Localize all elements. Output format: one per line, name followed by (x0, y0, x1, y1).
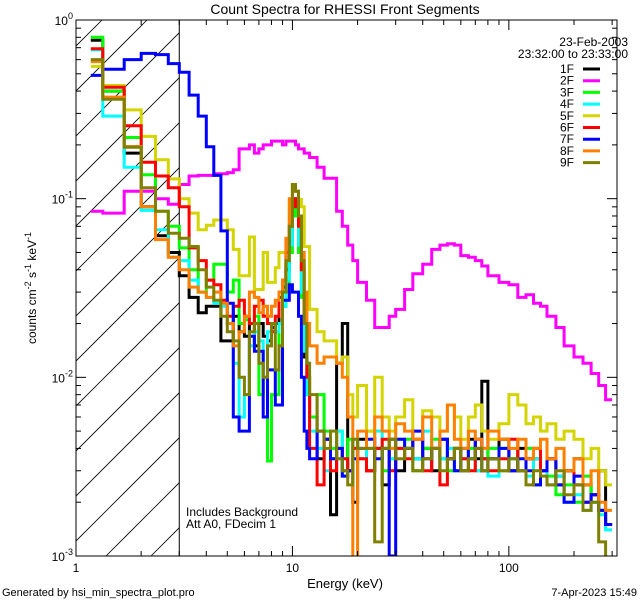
legend-label-3F: 3F (560, 85, 574, 99)
legend-label-2F: 2F (560, 74, 574, 88)
series-9F-line (90, 58, 608, 556)
y-axis-label: counts cm-2 s-1 keV-1 (23, 232, 39, 344)
legend-date: 23-Feb-2003 (559, 35, 628, 49)
legend-label-5F: 5F (560, 109, 574, 123)
legend-label-6F: 6F (560, 121, 574, 135)
y-tick-label: 10-1 (52, 190, 73, 207)
y-tick-label: 100 (55, 11, 73, 28)
hatch-line (76, 392, 179, 497)
x-axis-label: Energy (keV) (307, 576, 383, 591)
footer-timestamp: 7-Apr-2023 15:49 (551, 587, 637, 599)
footer-generated-by: Generated by hsi_min_spectra_plot.pro (2, 587, 195, 599)
x-tick-label: 100 (499, 561, 519, 575)
y-tick-label: 10-2 (52, 368, 73, 385)
hatch-line (76, 212, 179, 317)
legend-time-range: 23:32:00 to 23:33:00 (518, 47, 628, 61)
plot-frame (75, 19, 618, 557)
annotation-attenuator: Att A0, FDecim 1 (186, 517, 276, 531)
hatch-line (76, 167, 179, 272)
hatch-line (76, 20, 148, 92)
annotation-background: Includes Background (186, 505, 298, 519)
legend-label-4F: 4F (560, 97, 574, 111)
axis-ticks (75, 20, 617, 557)
chart-title: Count Spectra for RHESSI Front Segments (210, 1, 479, 17)
legend-label-1F: 1F (560, 62, 574, 76)
y-tick-label: 10-3 (52, 547, 73, 564)
hatch-line (76, 437, 179, 542)
x-tick-label: 10 (286, 561, 300, 575)
series-2F-line (90, 139, 613, 402)
legend-label-9F: 9F (560, 156, 574, 170)
legend-label-7F: 7F (560, 132, 574, 146)
x-tick-label: 1 (73, 561, 80, 575)
legend-label-8F: 8F (560, 144, 574, 158)
